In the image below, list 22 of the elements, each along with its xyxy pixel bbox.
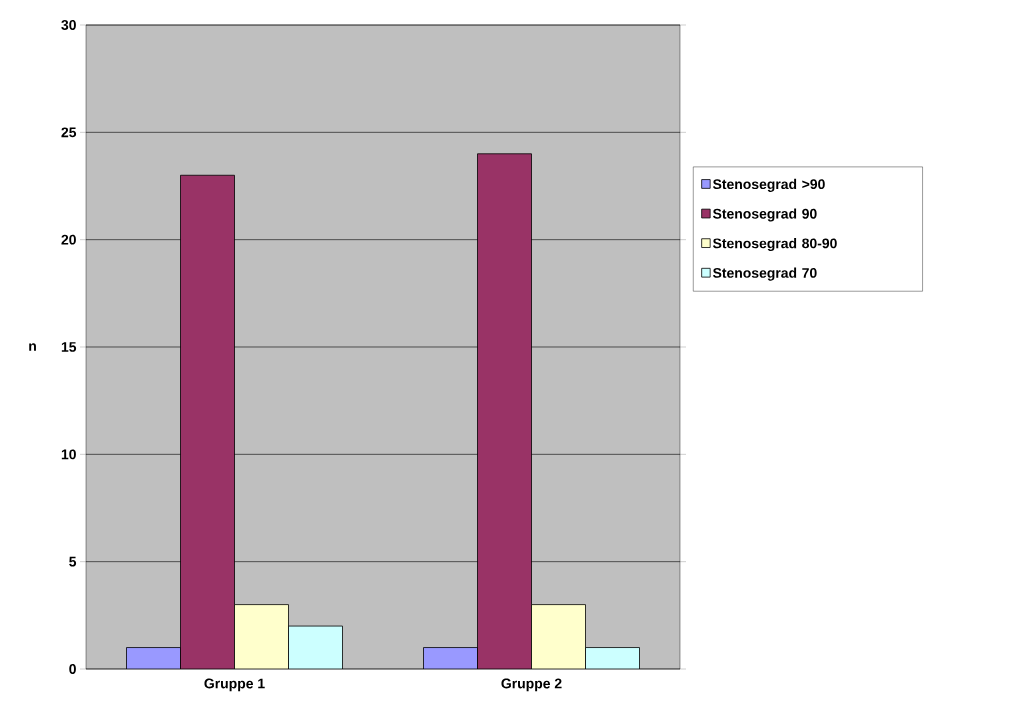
x-tick-label: Gruppe 2: [501, 678, 562, 692]
bar: [288, 625, 343, 669]
bar: [234, 604, 289, 669]
bar: [423, 647, 478, 669]
legend-label: Stenosegrad 70: [712, 267, 817, 281]
y-tick-label: 0: [69, 664, 76, 674]
bar: [585, 647, 640, 669]
y-tick-label: 10: [61, 449, 76, 460]
y-axis-title: n: [29, 343, 36, 351]
y-tick-label: 15: [61, 342, 77, 352]
bar: [477, 153, 532, 669]
legend-label: Stenosegrad 80-90: [712, 238, 837, 252]
x-tick-label: Gruppe 1: [204, 678, 265, 692]
legend-label: Stenosegrad >90: [712, 178, 825, 192]
legend-label: Stenosegrad 90: [712, 208, 817, 222]
bar: [180, 174, 235, 669]
bar: [126, 647, 181, 669]
y-tick-label: 30: [61, 20, 76, 30]
y-tick-label: 20: [61, 234, 76, 245]
y-tick-label: 25: [61, 127, 77, 138]
y-tick-label: 5: [69, 556, 77, 567]
bar: [531, 604, 586, 669]
